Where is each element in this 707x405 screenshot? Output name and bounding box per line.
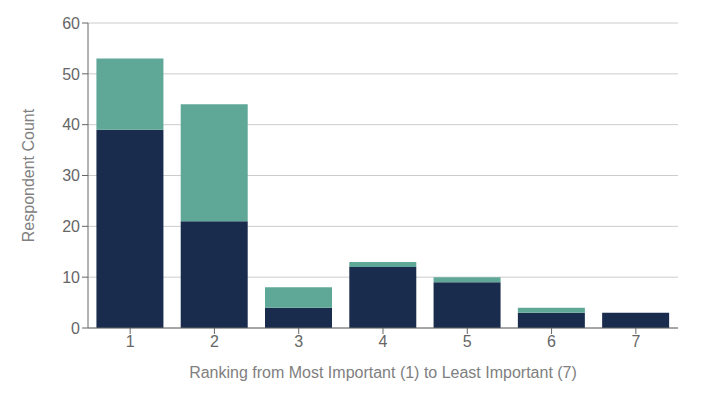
svg-text:7: 7: [631, 333, 640, 350]
svg-text:0: 0: [71, 320, 80, 337]
svg-text:4: 4: [379, 333, 388, 350]
svg-text:40: 40: [62, 116, 80, 133]
svg-text:10: 10: [62, 269, 80, 286]
svg-text:Respondent Count: Respondent Count: [20, 108, 37, 242]
svg-text:30: 30: [62, 167, 80, 184]
svg-text:1: 1: [126, 333, 135, 350]
svg-text:20: 20: [62, 218, 80, 235]
svg-text:3: 3: [294, 333, 303, 350]
svg-text:5: 5: [463, 333, 472, 350]
svg-text:Ranking from Most Important (1: Ranking from Most Important (1) to Least…: [189, 364, 577, 381]
svg-text:6: 6: [547, 333, 556, 350]
svg-text:2: 2: [210, 333, 219, 350]
svg-text:60: 60: [62, 15, 80, 32]
svg-text:50: 50: [62, 66, 80, 83]
